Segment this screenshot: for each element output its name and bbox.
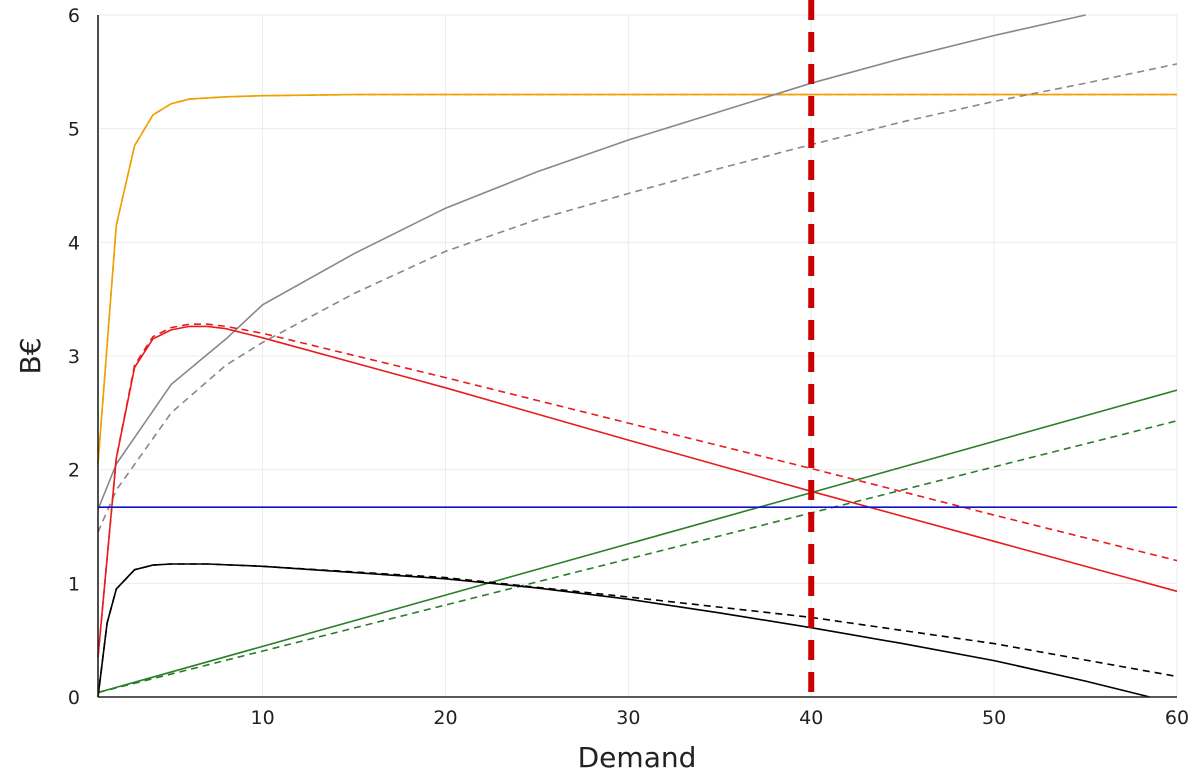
y-tick-label: 6 — [68, 5, 80, 27]
y-tick-label: 0 — [68, 687, 80, 709]
series-line — [97, 420, 1178, 694]
series-line — [97, 93, 1177, 465]
series-layer — [97, 14, 1178, 698]
y-tick-label: 1 — [68, 573, 80, 595]
x-tick-label: 40 — [799, 707, 823, 729]
tick-labels: 10 20 30 40 50 60 0 1 2 3 4 5 6 — [68, 5, 1189, 729]
y-tick-label: 3 — [68, 346, 80, 368]
series-line — [97, 63, 1178, 533]
x-tick-label: 20 — [433, 707, 457, 729]
y-tick-label: 5 — [68, 119, 80, 141]
series-line — [97, 389, 1178, 694]
series-line — [97, 93, 1177, 465]
y-axis-label: B€ — [14, 337, 47, 374]
series-line — [97, 323, 1178, 658]
grid — [98, 14, 1178, 698]
series-line — [97, 325, 1178, 658]
series-line — [97, 563, 1150, 698]
x-tick-label: 30 — [616, 707, 640, 729]
x-tick-label: 50 — [982, 707, 1006, 729]
y-tick-label: 2 — [68, 460, 80, 482]
x-tick-label: 10 — [250, 707, 274, 729]
series-line — [97, 14, 1086, 510]
x-axis-label: Demand — [578, 741, 697, 774]
axes — [97, 15, 1177, 698]
y-tick-label: 4 — [68, 232, 80, 254]
series-line — [97, 563, 1178, 698]
x-tick-label: 60 — [1165, 707, 1189, 729]
